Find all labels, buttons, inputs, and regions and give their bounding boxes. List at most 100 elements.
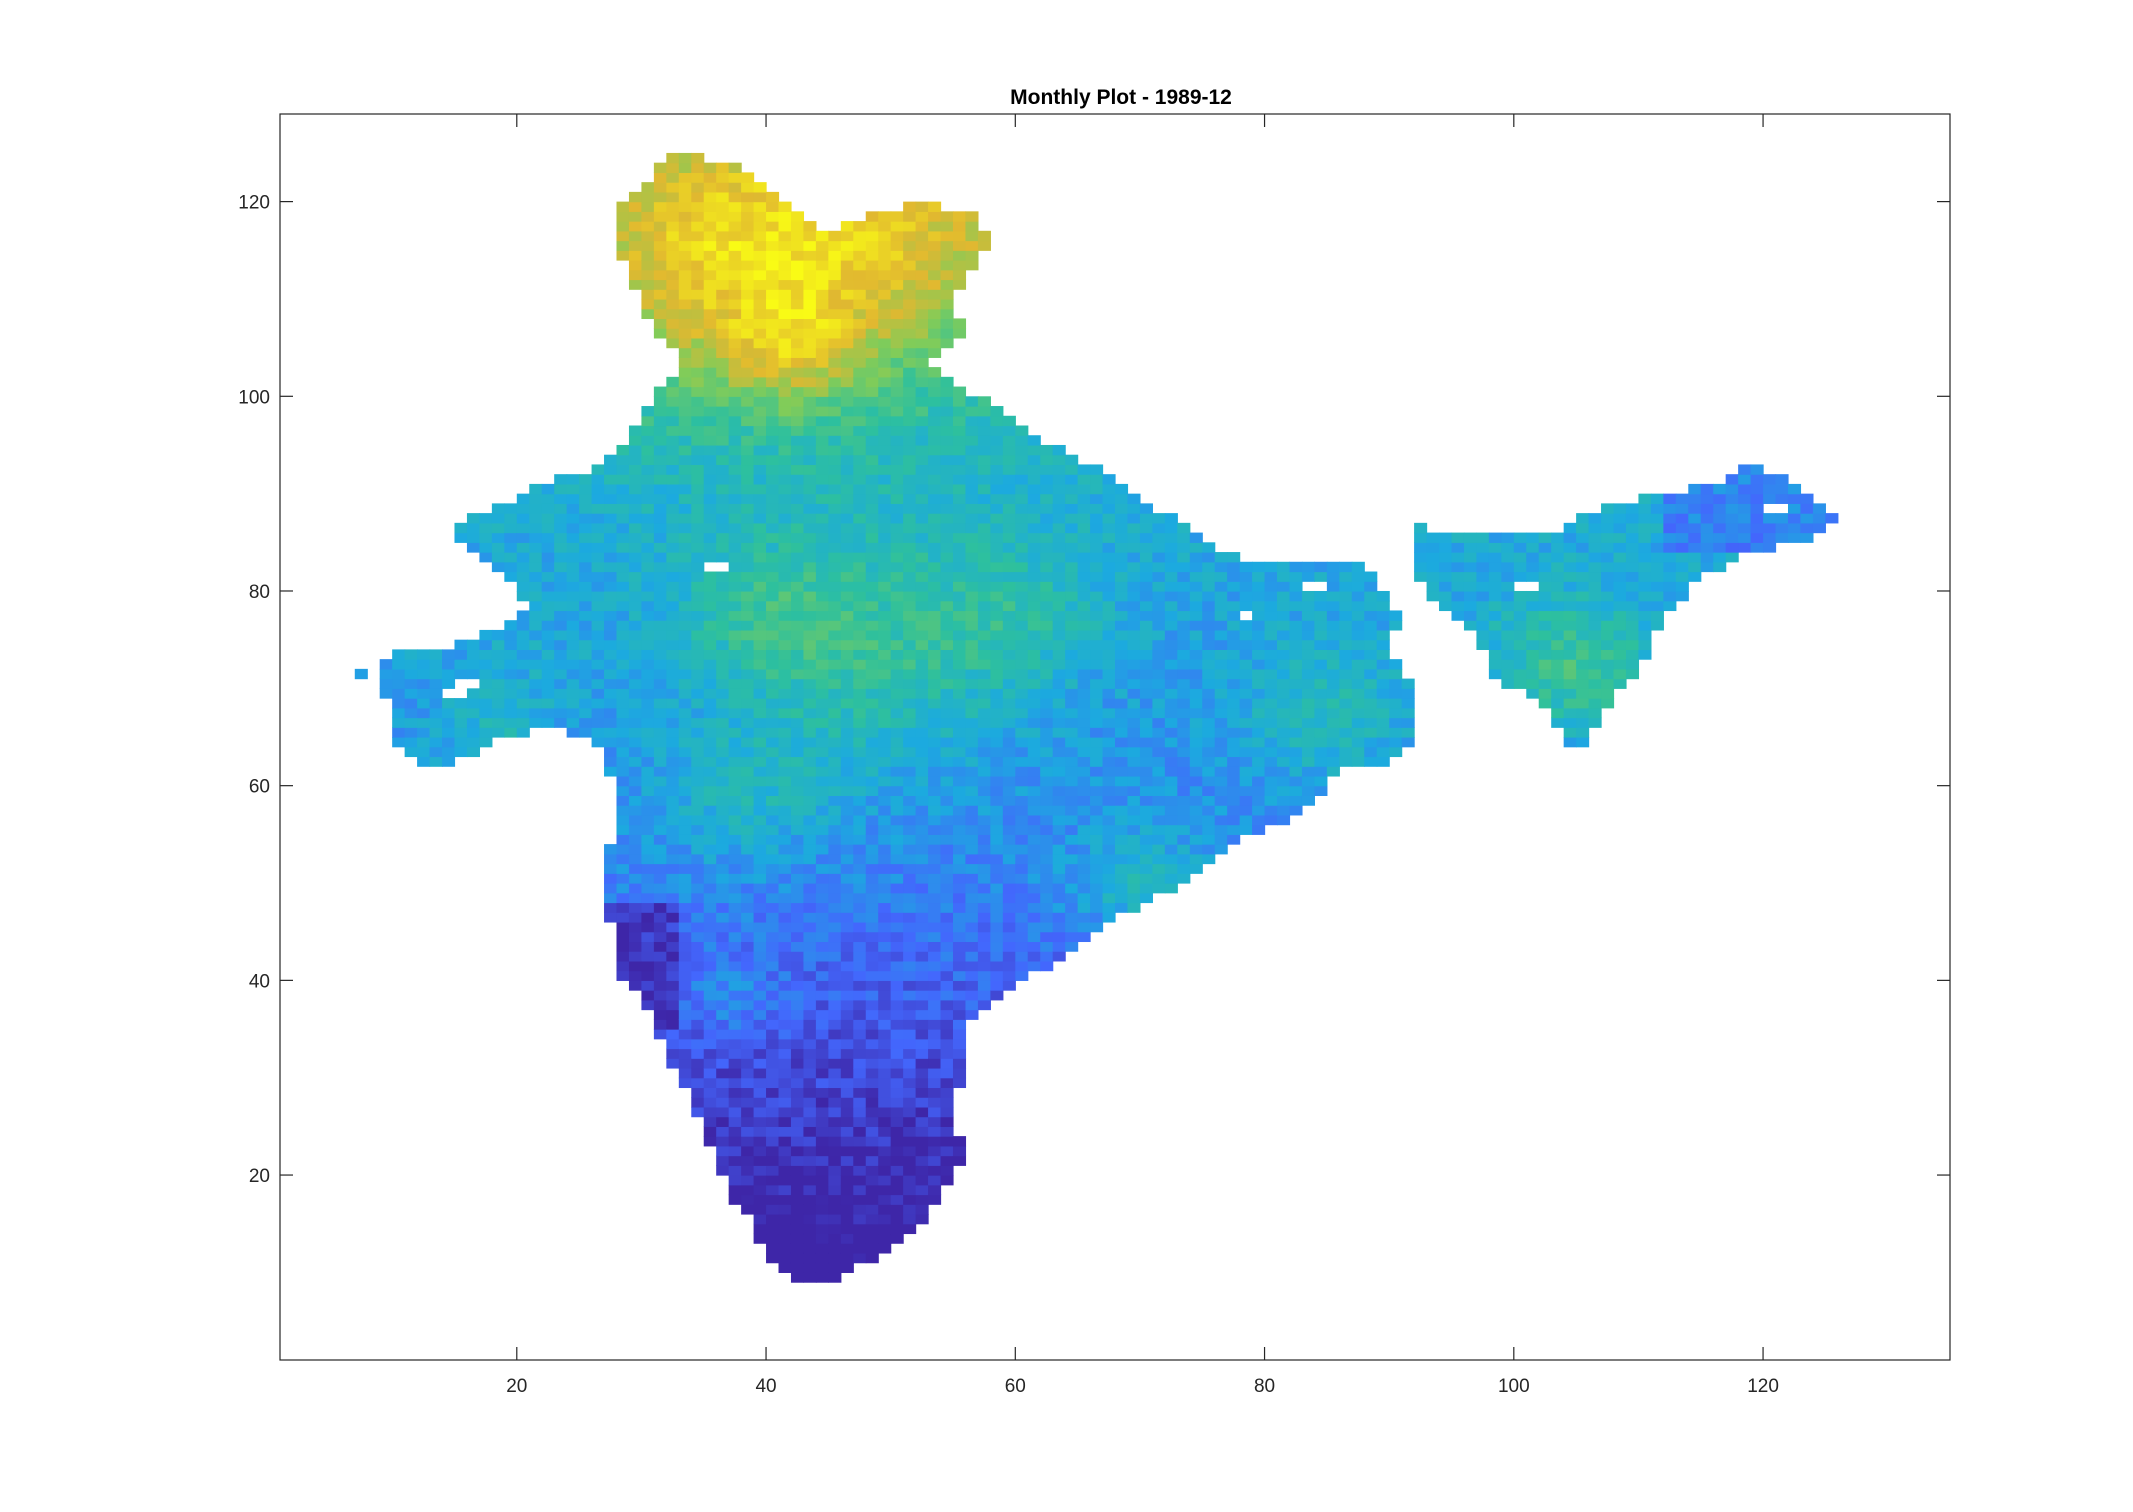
heatmap-cell (1015, 931, 1029, 943)
heatmap-cell (853, 990, 867, 1001)
heatmap-cell (1090, 483, 1104, 495)
heatmap-cell (1164, 853, 1178, 865)
y-tick-label: 20 (249, 1166, 270, 1187)
heatmap-cell (952, 795, 967, 806)
heatmap-cell (878, 698, 892, 709)
heatmap-cell (790, 1184, 805, 1196)
heatmap-cell (1027, 561, 1041, 573)
heatmap-cell (1189, 668, 1203, 680)
heatmap-cell (753, 688, 767, 699)
heatmap-cell (803, 1097, 817, 1108)
heatmap-cell (1015, 824, 1029, 835)
heatmap-cell (828, 1233, 842, 1244)
heatmap-cell (566, 688, 580, 699)
heatmap-cell (1252, 678, 1266, 689)
heatmap-cell (903, 775, 917, 787)
heatmap-cell (716, 1165, 730, 1176)
heatmap-cell (1351, 581, 1365, 592)
heatmap-cell (753, 435, 767, 446)
heatmap-cell (1563, 698, 1577, 709)
heatmap-cell (890, 279, 904, 290)
heatmap-cell (853, 1126, 867, 1137)
heatmap-cell (840, 620, 854, 631)
heatmap-cell (1127, 688, 1141, 699)
heatmap-cell (604, 766, 618, 777)
heatmap-cell (990, 610, 1004, 621)
heatmap-cell (1239, 707, 1253, 719)
heatmap-cell (990, 834, 1004, 845)
heatmap-cell (1139, 532, 1153, 543)
heatmap-cell (1538, 698, 1552, 709)
heatmap-cell (1301, 659, 1315, 670)
heatmap-cell (753, 1116, 767, 1127)
heatmap-cell (728, 853, 742, 865)
heatmap-cell (878, 1155, 892, 1166)
heatmap-cell (853, 902, 867, 913)
heatmap-cell (491, 668, 505, 680)
heatmap-cell (716, 435, 730, 446)
heatmap-cell (828, 240, 842, 251)
heatmap-cell (504, 698, 518, 709)
heatmap-cell (741, 406, 755, 417)
heatmap-cell (691, 649, 705, 660)
heatmap-cell (1152, 795, 1166, 806)
heatmap-cell (903, 240, 917, 251)
heatmap-cell (1065, 649, 1079, 660)
heatmap-cell (803, 970, 817, 981)
heatmap-cell (853, 600, 867, 612)
heatmap-cell (915, 1106, 929, 1118)
heatmap-cell (853, 464, 867, 475)
heatmap-cell (840, 980, 854, 991)
heatmap-cell (1588, 678, 1602, 689)
heatmap-cell (815, 1116, 829, 1127)
heatmap-cell (977, 600, 991, 612)
heatmap-cell (1214, 785, 1228, 796)
heatmap-cell (928, 1097, 942, 1108)
heatmap-cell (1052, 756, 1066, 767)
heatmap-cell (1326, 707, 1340, 719)
heatmap-cell (952, 328, 967, 339)
heatmap-cell (616, 892, 630, 904)
heatmap-cell (1488, 639, 1502, 650)
heatmap-cell (790, 376, 805, 388)
heatmap-cell (815, 522, 829, 534)
heatmap-cell (828, 902, 842, 913)
heatmap-cell (840, 873, 854, 884)
heatmap-cell (1576, 639, 1590, 650)
heatmap-cell (1090, 902, 1104, 913)
heatmap-cell (965, 980, 979, 991)
heatmap-cell (1102, 532, 1116, 543)
heatmap-cell (641, 717, 655, 728)
heatmap-cell (541, 659, 555, 670)
heatmap-cell (890, 678, 904, 689)
heatmap-cell (965, 892, 979, 904)
heatmap-cell (803, 289, 817, 300)
heatmap-cell (666, 415, 680, 427)
heatmap-cell (1077, 659, 1091, 670)
heatmap-cell (691, 668, 705, 680)
heatmap-cell (1227, 552, 1241, 563)
heatmap-cell (1314, 746, 1328, 758)
heatmap-cell (653, 260, 667, 271)
heatmap-cell (890, 337, 904, 349)
heatmap-cell (977, 737, 991, 748)
heatmap-cell (554, 513, 568, 524)
heatmap-cell (591, 542, 605, 553)
heatmap-cell (1115, 581, 1129, 592)
heatmap-cell (703, 931, 717, 943)
heatmap-cell (1002, 931, 1016, 943)
heatmap-cell (491, 649, 505, 660)
heatmap-cell (815, 659, 829, 670)
heatmap-cell (915, 1145, 929, 1157)
heatmap-cell (504, 571, 518, 582)
heatmap-cell (466, 698, 480, 709)
heatmap-cell (703, 298, 717, 310)
heatmap-cell (1027, 639, 1041, 650)
heatmap-cell (815, 493, 829, 504)
heatmap-cell (790, 610, 805, 621)
heatmap-cell (878, 308, 892, 320)
heatmap-cell (1189, 853, 1203, 865)
heatmap-cell (766, 912, 780, 923)
heatmap-cell (1426, 561, 1440, 573)
heatmap-cell (853, 717, 867, 728)
